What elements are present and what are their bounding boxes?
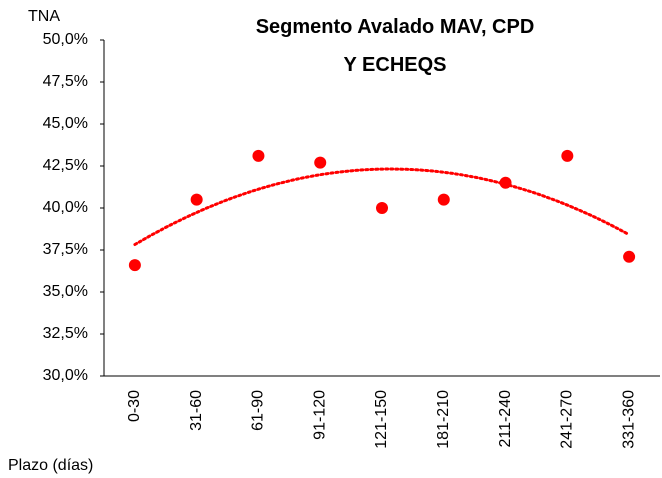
x-tick-label: 121-150 xyxy=(373,390,390,449)
y-tick-label: 50,0% xyxy=(43,31,88,48)
y-tick-label: 30,0% xyxy=(43,367,88,384)
x-tick-label: 31-60 xyxy=(188,390,205,431)
x-tick-label: 331-360 xyxy=(620,390,637,449)
x-tick-label: 211-240 xyxy=(497,390,514,448)
y-tick-label: 37,5% xyxy=(43,241,88,258)
point xyxy=(190,193,203,206)
y-axis-label: TNA xyxy=(28,8,60,25)
y-tick-label: 32,5% xyxy=(43,325,88,342)
y-tick-label: 47,5% xyxy=(43,73,88,90)
y-tick-label: 45,0% xyxy=(43,115,88,132)
x-axis-label: Plazo (días) xyxy=(8,457,93,474)
point xyxy=(623,250,636,263)
x-tick-label: 241-270 xyxy=(559,390,576,449)
chart-title: Segmento Avalado MAV, CPD Y ECHEQS xyxy=(255,16,535,76)
x-tick-label: 0-30 xyxy=(126,390,143,422)
trendline xyxy=(133,167,631,246)
point xyxy=(252,149,265,162)
point xyxy=(314,156,327,169)
point xyxy=(128,259,141,272)
point xyxy=(499,176,512,189)
y-tick-label: 35,0% xyxy=(43,283,88,300)
y-tick-label: 42,5% xyxy=(43,157,88,174)
point xyxy=(437,193,450,206)
point xyxy=(376,202,388,214)
point xyxy=(561,149,574,162)
y-tick-label: 40,0% xyxy=(43,199,88,216)
x-tick-label: 91-120 xyxy=(311,390,328,440)
x-tick-label: 61-90 xyxy=(250,390,267,431)
x-tick-label: 181-210 xyxy=(435,390,452,449)
